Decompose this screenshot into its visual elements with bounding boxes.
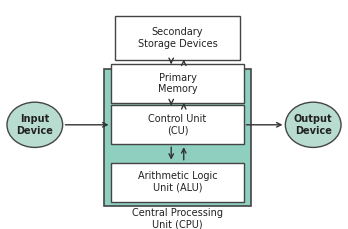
Ellipse shape — [7, 102, 63, 147]
Bar — [111, 163, 244, 202]
Text: Control Unit
(CU): Control Unit (CU) — [148, 114, 207, 136]
Text: Primary
Memory: Primary Memory — [158, 73, 197, 94]
Bar — [104, 69, 251, 206]
Text: Central Processing
Unit (CPU): Central Processing Unit (CPU) — [132, 208, 223, 229]
Text: Arithmetic Logic
Unit (ALU): Arithmetic Logic Unit (ALU) — [138, 171, 217, 193]
Text: Output
Device: Output Device — [294, 114, 332, 136]
Text: Input
Device: Input Device — [16, 114, 53, 136]
Bar — [111, 64, 244, 103]
Bar — [115, 16, 240, 60]
Bar — [111, 105, 244, 144]
Text: Secondary
Storage Devices: Secondary Storage Devices — [137, 27, 218, 49]
Ellipse shape — [285, 102, 341, 147]
